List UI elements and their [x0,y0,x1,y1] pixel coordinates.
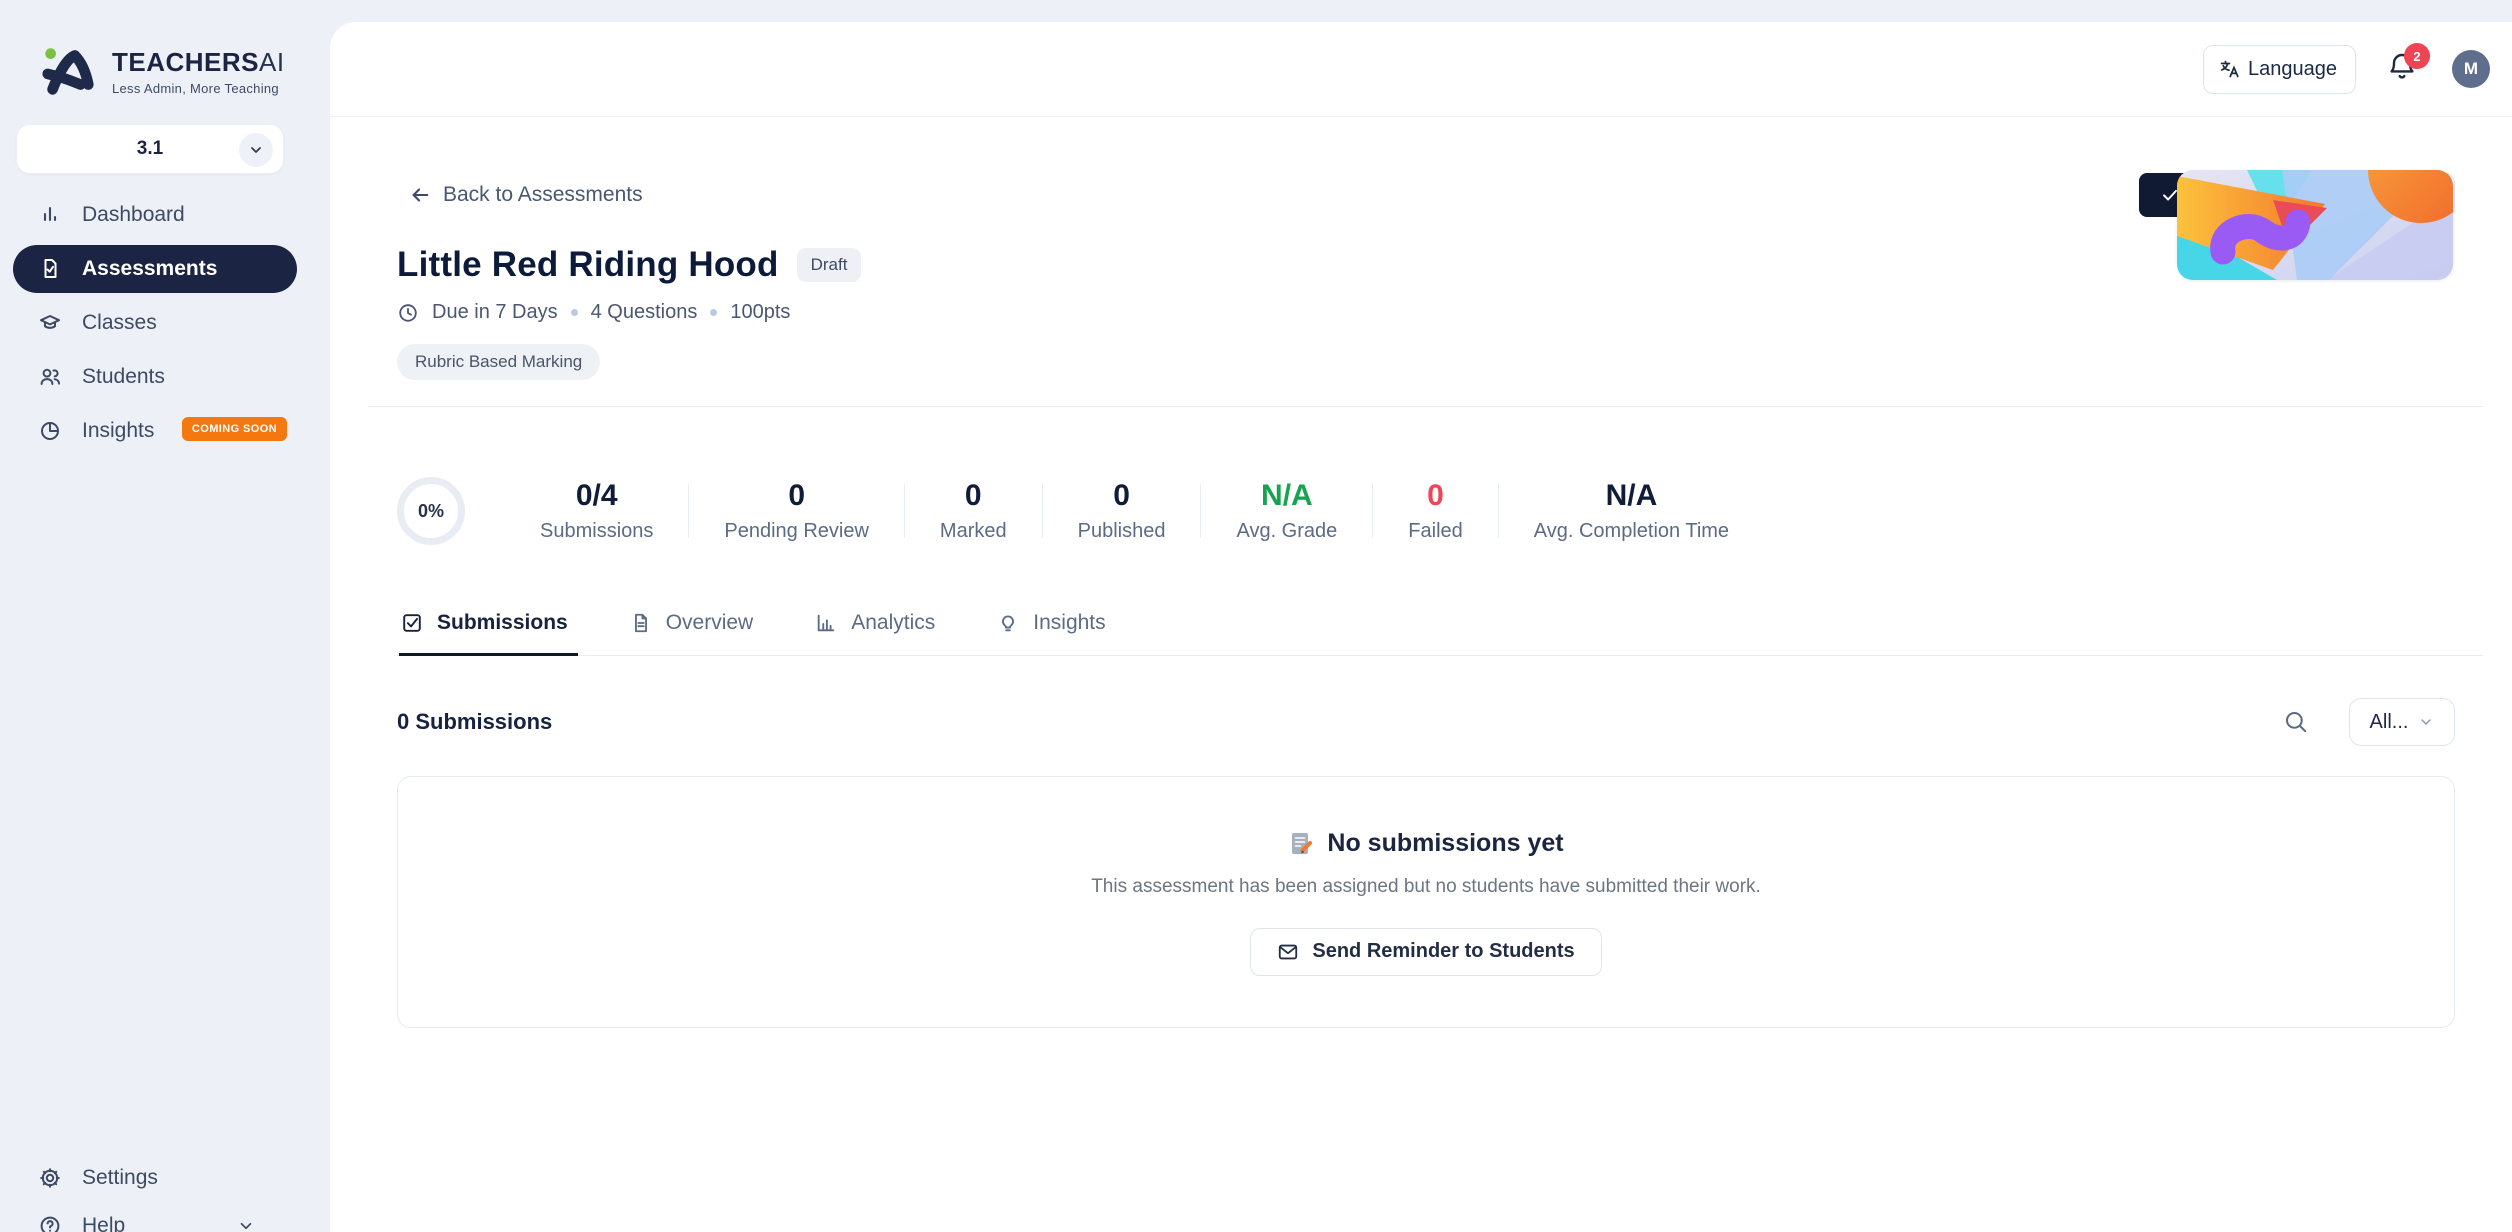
back-link[interactable]: Back to Assessments [397,183,643,207]
check-icon [2162,189,2177,201]
sidebar-item-label: Assessments [82,257,218,280]
logo-icon [42,48,94,95]
submissions-count-heading: 0 Submissions [397,709,553,734]
sidebar-item-classes[interactable]: Classes [13,299,297,347]
top-header: Language 2 M [330,22,2512,117]
main-panel: Language 2 M Back to Assessments Close S… [330,22,2512,1232]
sidebar-item-label: Insights [82,419,155,442]
sidebar: TEACHERSAI Less Admin, More Teaching 3.1… [0,0,330,1232]
pie-chart-icon [41,422,59,440]
graduation-cap-icon [40,315,60,329]
progress-ring: 0% [397,477,465,545]
page-title: Little Red Riding Hood [397,245,779,284]
sidebar-item-settings[interactable]: Settings [13,1154,297,1202]
envelope-icon [1279,944,1298,959]
stat-pending-review: 0 Pending Review [724,479,869,542]
due-text: Due in 7 Days [432,301,558,323]
lightbulb-icon [1002,615,1015,632]
questions-text: 4 Questions [590,301,698,323]
sidebar-item-dashboard[interactable]: Dashboard [13,191,297,239]
tab-bar: Submissions Overview Analytics Insights [397,611,2483,656]
search-icon [2285,711,2307,733]
chevron-down-icon[interactable] [239,133,273,167]
points-text: 100pts [730,301,791,323]
empty-state-title: No submissions yet [1288,829,1564,858]
language-button[interactable]: Language [2203,44,2356,94]
status-badge: Draft [796,248,862,282]
bar-chart-icon [817,614,835,632]
sidebar-footer: Settings Help [13,1154,297,1232]
checkbox-icon [403,614,421,632]
assessment-icon [44,259,57,278]
stat-submissions: 0/4 Submissions [540,479,654,542]
notification-bell[interactable]: 2 [2386,43,2430,87]
sidebar-item-help[interactable]: Help [13,1202,297,1232]
brand-wordmark: TEACHERSAI [112,46,285,77]
dot-separator [570,309,578,316]
sidebar-item-insights[interactable]: Insights COMING SOON [13,407,297,455]
tab-analytics[interactable]: Analytics [813,611,945,656]
empty-state-description: This assessment has been assigned but no… [1091,875,1761,897]
coming-soon-badge: COMING SOON [181,417,287,441]
translate-icon [2220,60,2239,78]
gear-icon [40,1168,60,1188]
filter-dropdown[interactable]: All... [2349,698,2455,746]
divider [1041,484,1043,538]
tab-overview[interactable]: Overview [628,611,764,656]
empty-state-card: No submissions yet This assessment has b… [397,776,2455,1028]
search-button[interactable] [2279,705,2313,739]
stats-row: 0% 0/4 Submissions 0 Pending Review 0 Ma… [397,477,2455,545]
marking-type-badge: Rubric Based Marking [397,344,601,380]
clock-icon [399,303,417,322]
divider [368,406,2483,407]
brand-tagline: Less Admin, More Teaching [112,80,279,96]
sidebar-item-students[interactable]: Students [13,353,297,401]
cover-art [2177,170,2453,280]
tab-submissions[interactable]: Submissions [399,611,578,656]
document-icon [634,613,647,633]
divider [688,484,690,538]
filter-value: All... [2369,710,2409,733]
class-selector-value: 3.1 [136,138,164,159]
sidebar-item-label: Help [82,1214,126,1232]
sidebar-item-label: Classes [82,311,157,334]
bar-chart-icon [43,206,57,222]
stat-avg-completion-time: N/A Avg. Completion Time [1533,479,1730,542]
divider [1497,484,1499,538]
avatar[interactable]: M [2452,50,2490,88]
class-selector[interactable]: 3.1 [16,124,284,174]
chevron-down-icon [240,1222,252,1230]
sidebar-item-assessments[interactable]: Assessments [13,245,297,293]
bell-icon [2390,53,2414,79]
send-reminder-button[interactable]: Send Reminder to Students [1250,927,1602,976]
stat-marked: 0 Marked [939,479,1007,542]
students-icon [40,368,60,385]
divider [1200,484,1202,538]
divider [1372,484,1374,538]
sidebar-item-label: Settings [82,1166,158,1189]
sidebar-item-label: Students [82,365,165,388]
sidebar-item-label: Dashboard [82,203,185,226]
stat-avg-grade: N/A Avg. Grade [1236,479,1338,542]
stat-published: 0 Published [1077,479,1166,542]
brand-logo: TEACHERSAI Less Admin, More Teaching [40,42,285,100]
chevron-down-icon [2421,719,2432,725]
stat-failed: 0 Failed [1408,479,1463,542]
assessment-meta: Due in 7 Days 4 Questions 100pts [397,301,2455,324]
arrow-left-icon [412,188,429,202]
sidebar-nav: Dashboard Assessments Classes Students I… [13,191,297,455]
help-icon [40,1216,60,1232]
tab-insights[interactable]: Insights [995,611,1115,656]
divider [903,484,905,538]
notification-badge: 2 [2404,43,2430,69]
dot-separator [710,309,718,316]
memo-icon [1292,832,1313,854]
